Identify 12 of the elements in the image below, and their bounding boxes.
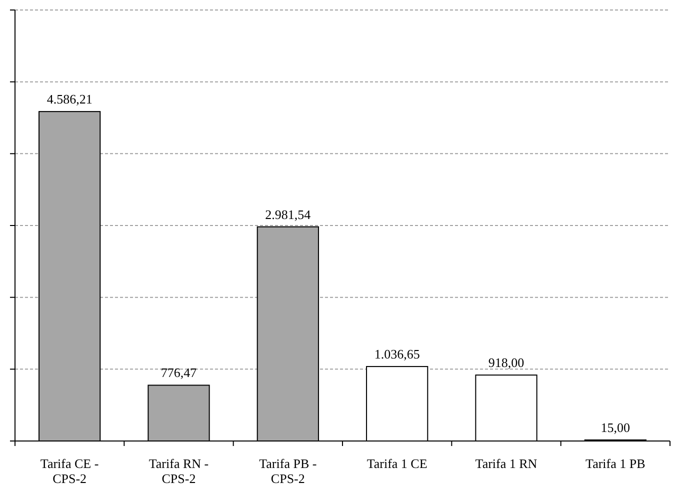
x-tick-label: Tarifa 1 RN: [475, 456, 538, 471]
x-tick-label: Tarifa 1 PB: [586, 456, 646, 471]
data-label: 4.586,21: [46, 92, 92, 107]
data-label: 2.981,54: [265, 206, 312, 222]
x-tick-label: Tarifa PB - CPS-2: [259, 456, 317, 486]
data-label: 776,47: [160, 365, 198, 380]
data-label: 1.036,65: [374, 346, 420, 362]
x-tick-label: Tarifa CE - CPS-2: [40, 456, 99, 486]
x-tick-label: Tarifa 1 CE: [366, 456, 428, 471]
data-label: 15,00: [600, 420, 630, 435]
x-tick-label: Tarifa RN - CPS-2: [148, 456, 209, 486]
data-label: 918,00: [488, 355, 524, 370]
